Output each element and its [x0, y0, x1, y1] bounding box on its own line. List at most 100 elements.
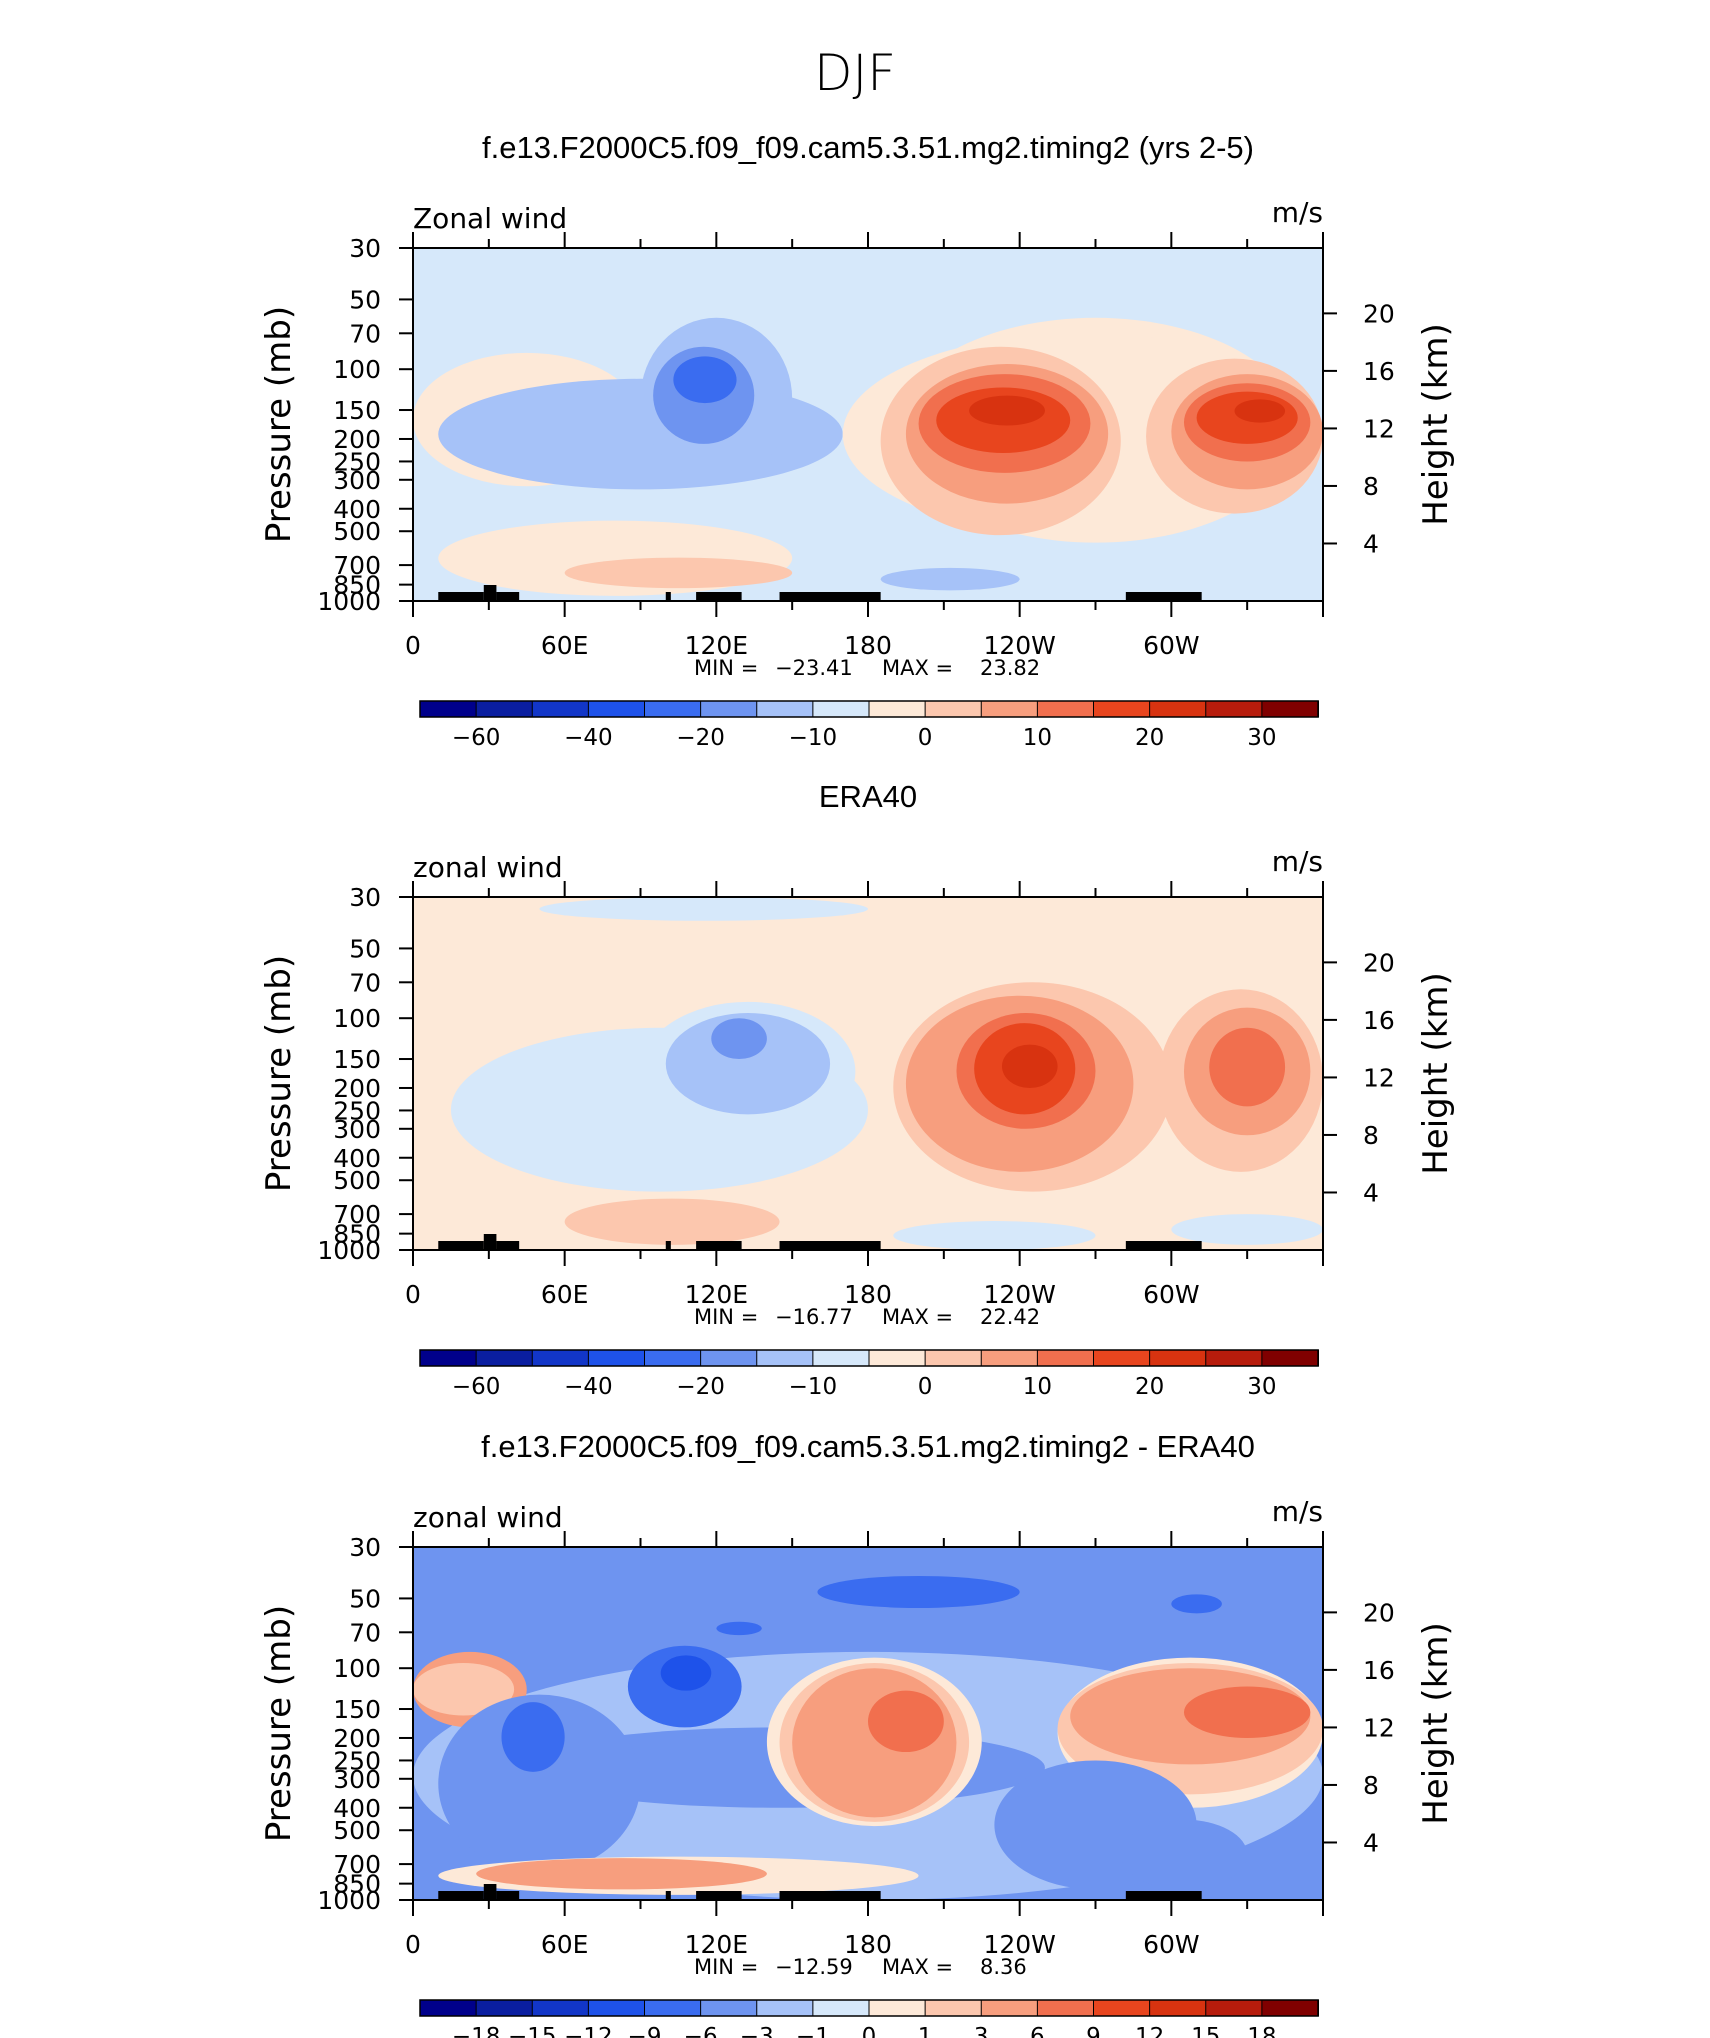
- y-right-tick-label: 12: [1363, 1713, 1395, 1742]
- corner-label: zonal wind: [413, 1501, 563, 1534]
- x-tick-label: 60W: [1143, 631, 1200, 660]
- colorbar: −60 −40 −20 −10 0 10 20 30: [419, 700, 1319, 751]
- colorbar-box: [644, 1349, 702, 1367]
- contour-band: [1234, 399, 1286, 423]
- topography: [1125, 1241, 1202, 1250]
- contour-field: [413, 1547, 1323, 1900]
- y-tick-label: 100: [333, 355, 381, 384]
- colorbar-label: −60: [452, 725, 501, 751]
- topography: [1125, 592, 1202, 601]
- contour-band: [711, 1018, 767, 1060]
- x-tick-label: 0: [405, 631, 421, 660]
- y-right-tick-label: 12: [1363, 414, 1395, 443]
- min-label: MIN =: [694, 656, 758, 680]
- contour-band: [665, 1013, 831, 1115]
- y-axis-title: Pressure (mb): [259, 1605, 299, 1842]
- colorbar-box: [1149, 1349, 1207, 1367]
- y-right-tick-label: 16: [1363, 1006, 1395, 1035]
- colorbar-box: [812, 1349, 870, 1367]
- y-tick-label: 300: [333, 1115, 381, 1144]
- colorbar-box: [1036, 1349, 1095, 1367]
- topography: [1125, 1891, 1202, 1900]
- y-tick-label: 1000: [317, 1236, 381, 1265]
- y-tick-label: 700: [333, 551, 381, 580]
- contour-band: [673, 356, 737, 404]
- topography: [696, 592, 742, 601]
- corner-label: zonal wind: [413, 851, 563, 884]
- colorbar-box: [475, 1349, 534, 1367]
- topography: [779, 1891, 881, 1900]
- y-right-tick-label: 8: [1363, 1771, 1379, 1800]
- colorbar-box: [475, 1999, 534, 2017]
- colorbar-label: −18: [452, 2024, 501, 2038]
- colorbar-label: −6: [684, 2024, 718, 2038]
- topography: [665, 592, 671, 601]
- colorbar-label: 30: [1247, 725, 1276, 751]
- y-tick-label: 500: [333, 1166, 381, 1195]
- contour-band: [564, 557, 793, 589]
- colorbar-box: [1205, 1999, 1263, 2017]
- colorbar-box: [1093, 700, 1151, 718]
- y-tick-label: 400: [333, 1794, 381, 1823]
- figure-title: DJF: [814, 44, 896, 102]
- colorbar-label: 9: [1086, 2024, 1101, 2038]
- y-tick-label: 250: [333, 447, 381, 476]
- colorbar: −18 −15 −12 −9 −6 −3 −1 0 1 3 6 9 12 15 18: [419, 1999, 1319, 2038]
- corner-label: Zonal wind: [413, 202, 567, 235]
- y-tick-label: 50: [349, 285, 381, 314]
- colorbar-label: 30: [1247, 1374, 1276, 1400]
- y-tick-label: 200: [333, 1724, 381, 1753]
- y-axis-title: Pressure (mb): [259, 306, 299, 543]
- contour-band: [476, 1858, 767, 1890]
- colorbar-label: 12: [1135, 2024, 1164, 2038]
- x-tick-label: 120W: [983, 1280, 1055, 1309]
- colorbar-box: [475, 700, 534, 718]
- y-tick-label: 700: [333, 1200, 381, 1229]
- contour-band: [1001, 1044, 1058, 1088]
- colorbar-box: [1036, 700, 1095, 718]
- colorbar-label: 20: [1135, 1374, 1164, 1400]
- colorbar-box: [1261, 700, 1319, 718]
- contour-band: [539, 897, 868, 921]
- y-tick-label: 150: [333, 1045, 381, 1074]
- colorbar-box: [587, 1999, 646, 2017]
- units-label: m/s: [1272, 196, 1323, 229]
- y-tick-label: 30: [349, 234, 381, 263]
- y-tick-label: 70: [349, 968, 381, 997]
- colorbar-box: [587, 1349, 646, 1367]
- y-right-tick-label: 20: [1363, 948, 1395, 977]
- panel-2: ERA40 zonal wind m/s 0 60E 120E 180 120W 60W 30 50…: [259, 779, 1456, 1400]
- max-value: 22.42: [980, 1305, 1040, 1329]
- x-tick-label: 60E: [541, 631, 589, 660]
- max-value: 23.82: [980, 656, 1040, 680]
- y-tick-label: 200: [333, 1074, 381, 1103]
- y-tick-label: 850: [333, 1870, 381, 1899]
- units-label: m/s: [1272, 1495, 1323, 1528]
- colorbar-box: [924, 1349, 983, 1367]
- colorbar-label: −1: [796, 2024, 830, 2038]
- colorbar-label: −15: [508, 2024, 557, 2038]
- colorbar-label: −9: [628, 2024, 662, 2038]
- panel-3: f.e13.F2000C5.f09_f09.cam5.3.51.mg2.timi…: [259, 1429, 1456, 2038]
- colorbar-box: [700, 1349, 758, 1367]
- x-tick-label: 120E: [685, 1280, 749, 1309]
- y-axis-title: Pressure (mb): [259, 955, 299, 1192]
- x-tick-label: 120W: [983, 631, 1055, 660]
- colorbar-box: [531, 1349, 590, 1367]
- topography: [438, 1891, 484, 1900]
- y-tick-label: 850: [333, 1220, 381, 1249]
- colorbar-box: [644, 700, 702, 718]
- y-right-tick-label: 16: [1363, 1656, 1395, 1685]
- topography: [496, 1891, 520, 1900]
- colorbar-box: [644, 1999, 702, 2017]
- colorbar-box: [1261, 1999, 1319, 2017]
- colorbar-label: −12: [564, 2024, 613, 2038]
- topography: [483, 1884, 497, 1900]
- y-tick-label: 500: [333, 517, 381, 546]
- colorbar-box: [924, 1999, 983, 2017]
- topography: [496, 592, 520, 601]
- colorbar-box: [1205, 700, 1263, 718]
- contour-field: [413, 248, 1323, 601]
- colorbar-label: 20: [1135, 725, 1164, 751]
- colorbar-box: [1149, 1999, 1207, 2017]
